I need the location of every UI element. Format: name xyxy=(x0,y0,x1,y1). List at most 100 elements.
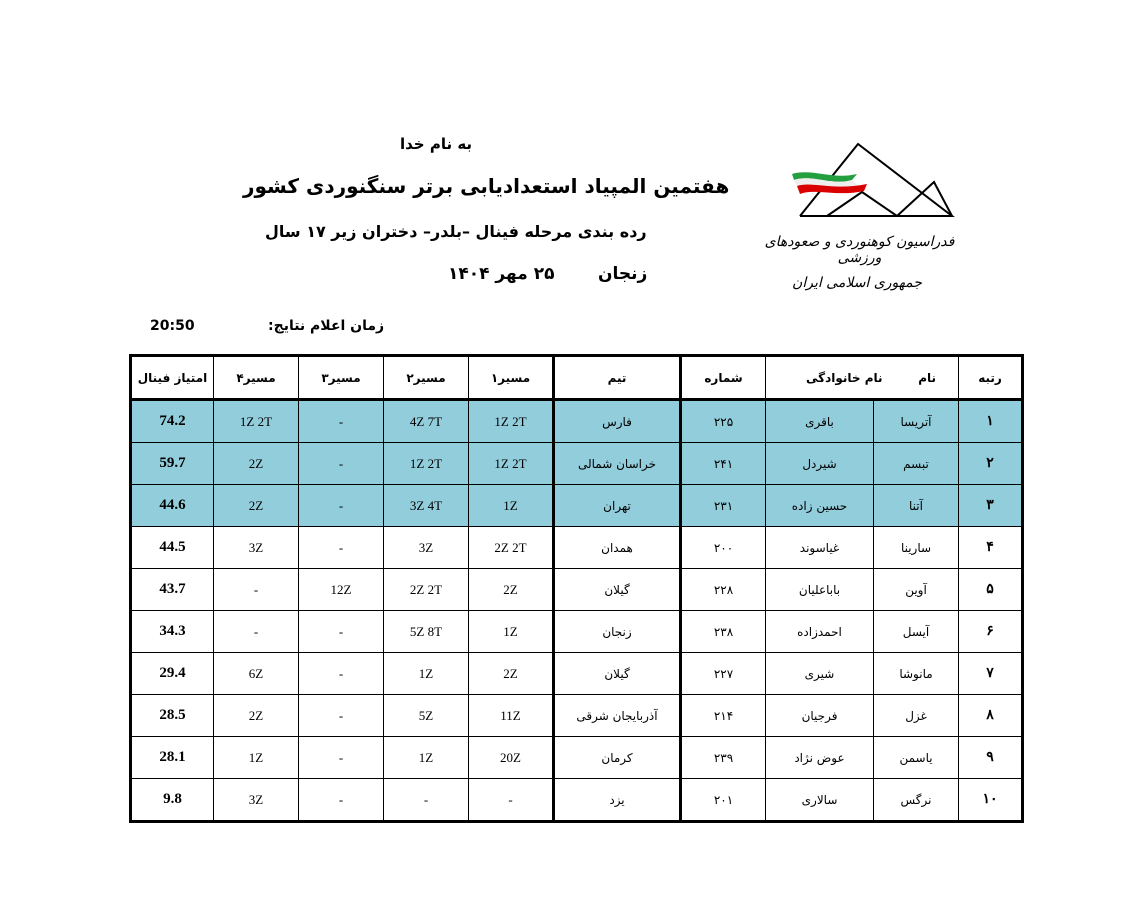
cell-route1: 2Z xyxy=(468,568,554,611)
mountain-flag-icon xyxy=(792,142,955,217)
table-row: ۱ آتریسا باقری ۲۲۵ فارس 1Z 2T 4Z 7T -1Z 2T 74.2 xyxy=(130,399,1023,443)
logo-text-line2: جمهوری اسلامی ایران xyxy=(792,275,922,291)
cell-last-name: شیردل xyxy=(765,442,874,485)
cell-number: ۲۰۰ xyxy=(680,526,766,569)
cell-rank: ۱۰ xyxy=(958,778,1023,822)
cell-route3: - xyxy=(298,442,384,485)
cell-route3: 12Z xyxy=(298,568,384,611)
cell-route3: - xyxy=(298,399,384,443)
cell-route1: 1Z 2T xyxy=(468,399,554,443)
cell-route1: 1Z 2T xyxy=(468,442,554,485)
cell-route2: 1Z xyxy=(383,652,469,695)
cell-route1: 1Z xyxy=(468,610,554,653)
cell-final: 28.1 xyxy=(130,736,214,779)
cell-first-name: سارینا xyxy=(873,526,959,569)
cell-first-name: آتریسا xyxy=(873,399,959,443)
cell-final: 44.6 xyxy=(130,484,214,527)
cell-number: ۲۲۷ xyxy=(680,652,766,695)
cell-number: ۲۲۸ xyxy=(680,568,766,611)
cell-team: خراسان شمالی xyxy=(552,442,682,485)
header-number: شماره xyxy=(680,355,766,401)
cell-first-name: مانوشا xyxy=(873,652,959,695)
cell-first-name: آیسل xyxy=(873,610,959,653)
table-row: ۵ آوین باباعلیان ۲۲۸ گیلان 2Z 2Z 2T 12Z -43.7 xyxy=(130,568,1023,611)
table-row: ۸ غزل فرجیان ۲۱۴ آذربایجان شرقی 11Z 5Z -2Z 28.5 xyxy=(130,694,1023,737)
cell-number: ۲۳۸ xyxy=(680,610,766,653)
cell-team: زنجان xyxy=(552,610,682,653)
header-name: نام نام خانوادگی xyxy=(765,355,959,401)
cell-route4: 2Z xyxy=(213,442,299,485)
cell-route4: 3Z xyxy=(213,526,299,569)
cell-route1: 2Z xyxy=(468,652,554,695)
cell-rank: ۹ xyxy=(958,736,1023,779)
cell-route4: 1Z xyxy=(213,736,299,779)
cell-rank: ۴ xyxy=(958,526,1023,569)
cell-team: آذربایجان شرقی xyxy=(552,694,682,737)
header-team: تیم xyxy=(552,355,682,401)
cell-route4: - xyxy=(213,568,299,611)
cell-first-name: تبسم xyxy=(873,442,959,485)
header-rank: رتبه xyxy=(958,355,1023,401)
cell-number: ۲۳۱ xyxy=(680,484,766,527)
table-row: ۴ سارینا غیاسوند ۲۰۰ همدان 2Z 2T 3Z -3Z 44.5 xyxy=(130,526,1023,569)
table-row: ۷ مانوشا شیری ۲۲۷ گیلان 2Z 1Z -6Z 29.4 xyxy=(130,652,1023,695)
cell-route4: 3Z xyxy=(213,778,299,822)
cell-rank: ۳ xyxy=(958,484,1023,527)
cell-final: 9.8 xyxy=(130,778,214,822)
cell-route3: - xyxy=(298,694,384,737)
cell-number: ۲۴۱ xyxy=(680,442,766,485)
cell-route3: - xyxy=(298,526,384,569)
cell-route4: 6Z xyxy=(213,652,299,695)
cell-number: ۲۲۵ xyxy=(680,399,766,443)
cell-final: 74.2 xyxy=(130,399,214,443)
cell-route2: 3Z xyxy=(383,526,469,569)
cell-number: ۲۳۹ xyxy=(680,736,766,779)
cell-route4: 2Z xyxy=(213,694,299,737)
cell-number: ۲۰۱ xyxy=(680,778,766,822)
header-route2: مسیر۲ xyxy=(383,355,469,401)
results-time-value: 20:50 xyxy=(150,318,195,334)
cell-rank: ۷ xyxy=(958,652,1023,695)
cell-route3: - xyxy=(298,484,384,527)
header-final: امتیاز فینال xyxy=(130,355,214,401)
cell-first-name: یاسمن xyxy=(873,736,959,779)
cell-route3: - xyxy=(298,778,384,822)
cell-route1: 2Z 2T xyxy=(468,526,554,569)
cell-final: 28.5 xyxy=(130,694,214,737)
cell-final: 29.4 xyxy=(130,652,214,695)
cell-first-name: آتنا xyxy=(873,484,959,527)
federation-logo: فدراسیون کوهنوردی و صعودهای ورزشی جمهوری… xyxy=(752,134,972,309)
table-row: ۶ آیسل احمدزاده ۲۳۸ زنجان 1Z 5Z 8T - -34.3 xyxy=(130,610,1023,653)
cell-team: کرمان xyxy=(552,736,682,779)
cell-last-name: سالاری xyxy=(765,778,874,822)
cell-rank: ۲ xyxy=(958,442,1023,485)
cell-last-name: عوض نژاد xyxy=(765,736,874,779)
results-table: رتبه نام نام خانوادگی شماره تیم مسیر۱ مس… xyxy=(129,354,1024,823)
cell-route1: 20Z xyxy=(468,736,554,779)
cell-route3: - xyxy=(298,652,384,695)
cell-route3: - xyxy=(298,736,384,779)
header-last-name: نام خانوادگی xyxy=(806,370,883,385)
cell-route4: 2Z xyxy=(213,484,299,527)
table-row: ۳ آتنا حسین زاده ۲۳۱ تهران 1Z 3Z 4T -2Z 44.6 xyxy=(130,484,1023,527)
table-header-row: رتبه نام نام خانوادگی شماره تیم مسیر۱ مس… xyxy=(130,355,1023,401)
results-time-label: زمان اعلام نتایج: xyxy=(268,318,385,334)
header-first-name: نام xyxy=(918,370,936,385)
cell-team: تهران xyxy=(552,484,682,527)
cell-route2: 4Z 7T xyxy=(383,399,469,443)
cell-route2: 3Z 4T xyxy=(383,484,469,527)
cell-rank: ۸ xyxy=(958,694,1023,737)
event-date: ۲۵ مهر ۱۴۰۴ xyxy=(448,264,555,284)
cell-route4: 1Z 2T xyxy=(213,399,299,443)
cell-team: گیلان xyxy=(552,568,682,611)
cell-rank: ۱ xyxy=(958,399,1023,443)
cell-route4: - xyxy=(213,610,299,653)
table-row: ۲ تبسم شیردل ۲۴۱ خراسان شمالی 1Z 2T 1Z 2T -2Z 59… xyxy=(130,442,1023,485)
cell-route2: 1Z 2T xyxy=(383,442,469,485)
header-route1: مسیر۱ xyxy=(468,355,554,401)
cell-last-name: غیاسوند xyxy=(765,526,874,569)
cell-final: 43.7 xyxy=(130,568,214,611)
cell-last-name: فرجیان xyxy=(765,694,874,737)
event-city: زنجان xyxy=(598,264,648,284)
bismillah-heading: به نام خدا xyxy=(400,135,473,153)
